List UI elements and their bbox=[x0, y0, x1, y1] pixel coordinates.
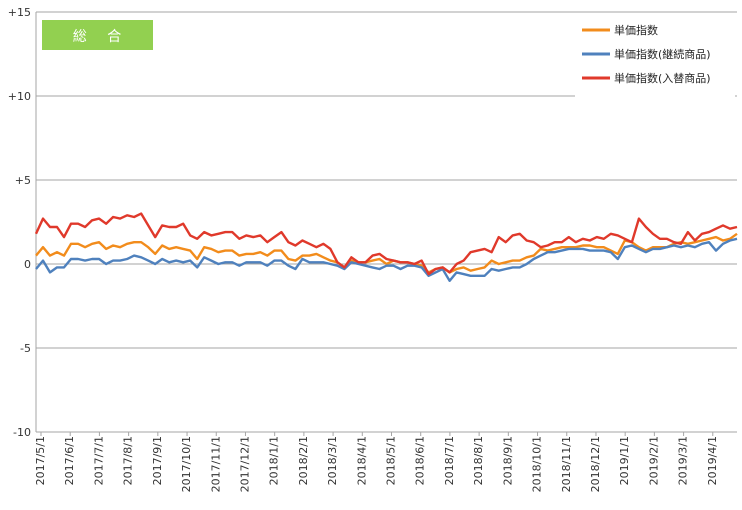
y-tick-label: -10 bbox=[13, 426, 31, 439]
x-tick-label: 2018/5/1 bbox=[385, 436, 398, 485]
x-tick-label: 2017/11/1 bbox=[209, 436, 222, 492]
x-tick-label: 2018/8/1 bbox=[472, 436, 485, 485]
y-tick-label: 0 bbox=[24, 258, 31, 271]
x-tick-label: 2017/10/1 bbox=[180, 436, 193, 492]
x-tick-label: 2017/8/1 bbox=[122, 436, 135, 485]
x-tick-label: 2017/12/1 bbox=[238, 436, 251, 492]
x-tick-label: 2017/7/1 bbox=[92, 436, 105, 485]
y-tick-label: -5 bbox=[20, 342, 31, 355]
x-tick-label: 2018/7/1 bbox=[443, 436, 456, 485]
x-tick-label: 2017/6/1 bbox=[63, 436, 76, 485]
series-group bbox=[34, 212, 738, 282]
legend-label: 単価指数 bbox=[614, 23, 658, 37]
x-tick-label: 2019/1/1 bbox=[618, 436, 631, 485]
panel-badge-box bbox=[42, 20, 153, 50]
y-tick-label: +15 bbox=[8, 6, 31, 19]
x-tick-label: 2018/4/1 bbox=[355, 436, 368, 485]
panel-badge-label: 総 合 bbox=[73, 29, 129, 45]
x-tick-label: 2018/6/1 bbox=[414, 436, 427, 485]
x-axis: 2017/5/1 2017/6/1 2017/7/1 2017/8/1 2017/9/1… bbox=[34, 432, 719, 492]
y-tick-label: +10 bbox=[8, 90, 31, 103]
x-tick-label: 2018/12/1 bbox=[589, 436, 602, 492]
x-tick-label: 2019/4/1 bbox=[706, 436, 719, 485]
x-tick-label: 2018/10/1 bbox=[531, 436, 544, 492]
x-tick-label: 2019/3/1 bbox=[677, 436, 690, 485]
panel-badge: 総 合 bbox=[42, 20, 153, 50]
y-tick-label: +5 bbox=[15, 174, 31, 187]
x-tick-label: 2018/1/1 bbox=[268, 436, 281, 485]
series-line bbox=[35, 232, 738, 274]
x-tick-label: 2019/2/1 bbox=[647, 436, 660, 485]
y-axis: +15 +10 +5 0 -5 -10 bbox=[8, 6, 31, 439]
x-tick-label: 2018/11/1 bbox=[560, 436, 573, 492]
x-tick-label: 2017/9/1 bbox=[151, 436, 164, 485]
series-line bbox=[35, 237, 738, 282]
legend-label: 単価指数(継続商品) bbox=[614, 47, 711, 61]
x-tick-label: 2018/9/1 bbox=[501, 436, 514, 485]
x-tick-label: 2018/3/1 bbox=[326, 436, 339, 485]
x-tick-label: 2017/5/1 bbox=[34, 436, 47, 485]
x-tick-label: 2018/2/1 bbox=[297, 436, 310, 485]
legend-label: 単価指数(入替商品) bbox=[614, 71, 711, 85]
series-line bbox=[34, 212, 738, 276]
